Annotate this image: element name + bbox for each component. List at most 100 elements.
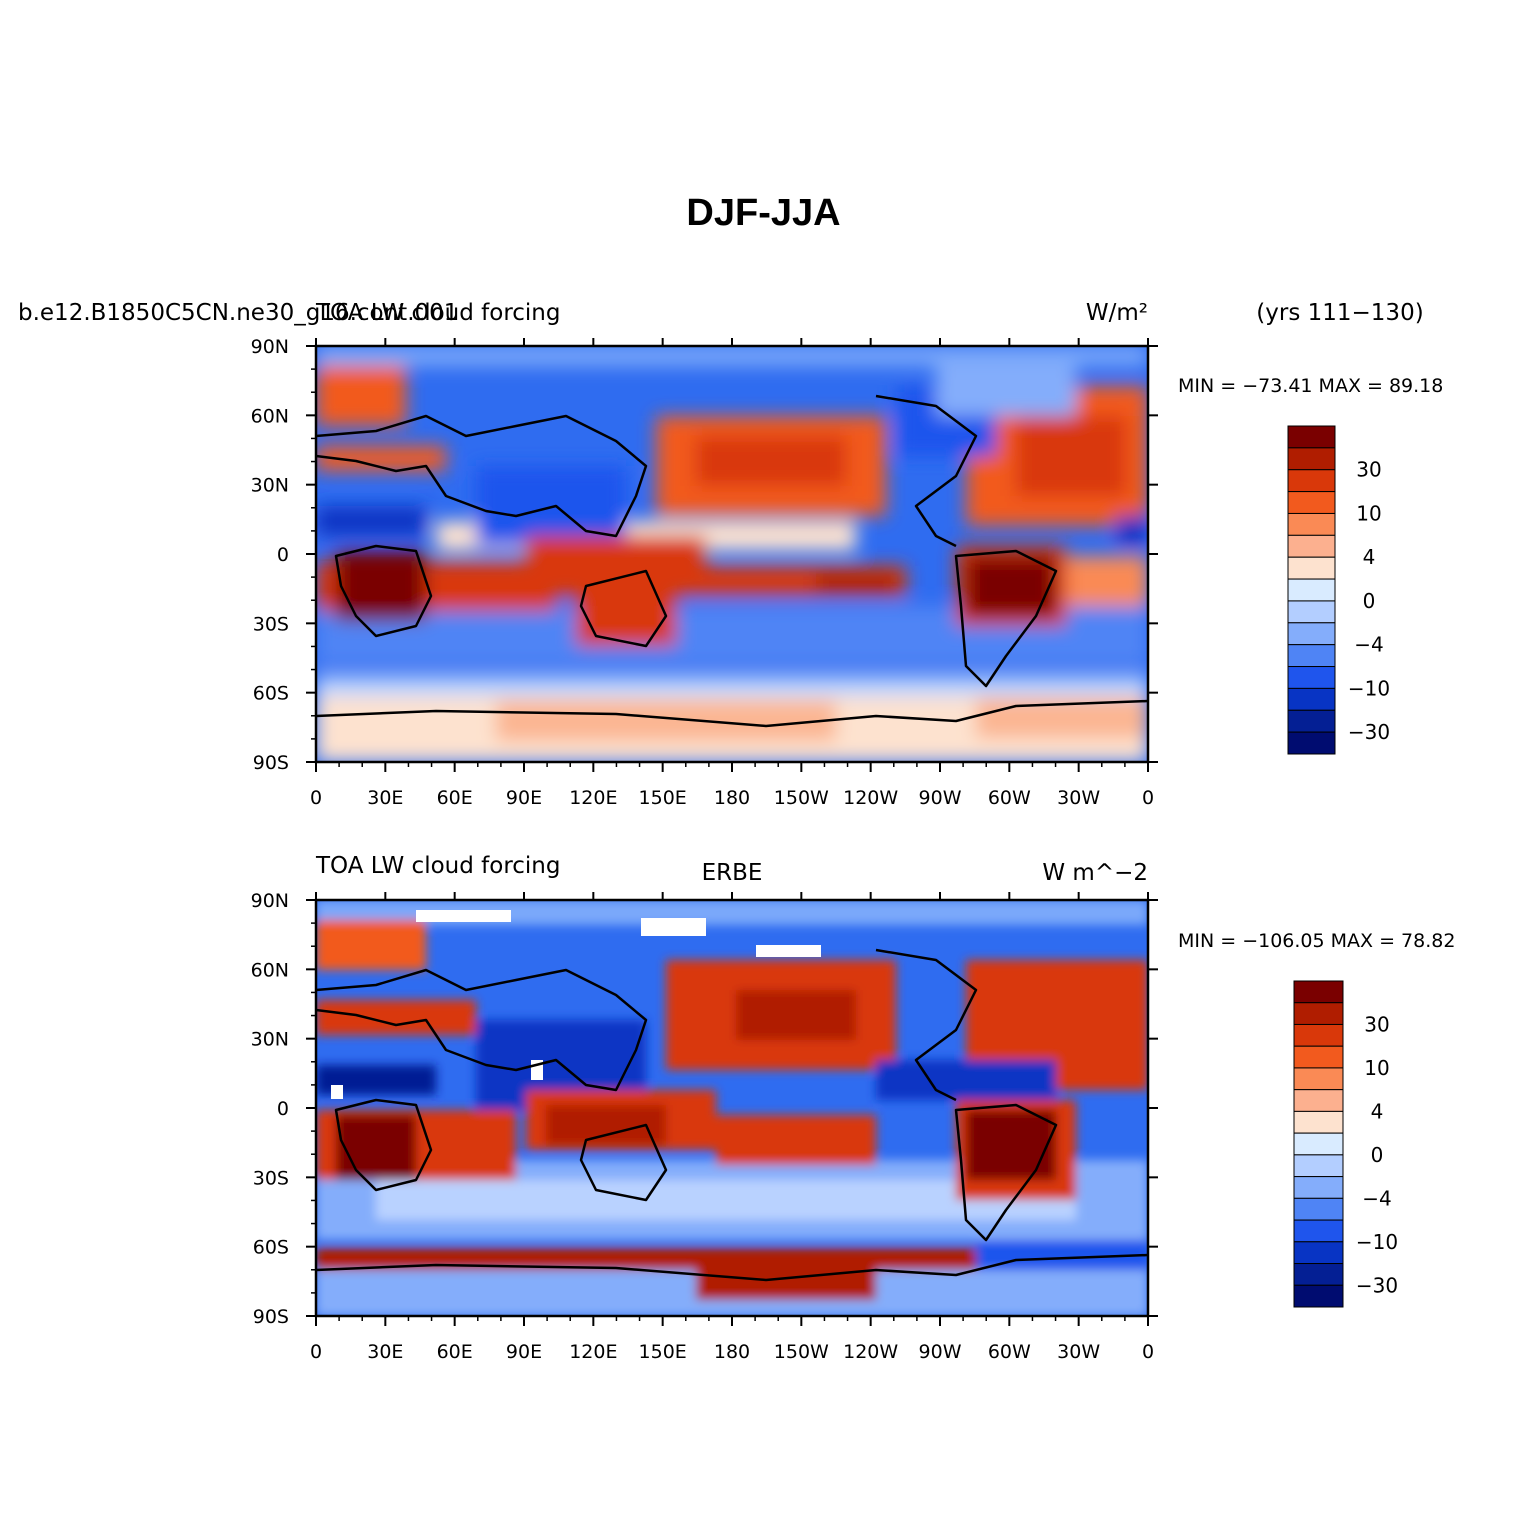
x-tick-label: 30E	[367, 787, 403, 809]
colorbar-swatch	[1287, 491, 1336, 514]
map-model-x-axis: 0 30E 60E 90E 120E 150E 180 150W 120W 90W 60W 30W 0	[310, 338, 1154, 809]
x-tick-label: 120E	[569, 1341, 617, 1363]
y-tick-label: 60S	[253, 1237, 289, 1259]
colorbar-swatch	[1293, 1132, 1344, 1156]
x-tick-label: 120E	[569, 787, 617, 809]
panel-model-years: (yrs 111−130)	[1256, 300, 1423, 326]
panel-obs-minmax: MIN = −106.05 MAX = 78.82	[1178, 930, 1455, 952]
colorbar-label: 4	[1363, 545, 1376, 569]
colorbar-obs: 30 10 4 0 −4 −10 −30	[1293, 980, 1398, 1308]
colorbar-swatch	[1293, 1241, 1344, 1265]
y-tick-label: 90N	[251, 336, 289, 358]
x-tick-label: 90E	[506, 787, 542, 809]
colorbar-swatch	[1287, 534, 1336, 558]
colorbar-label: −10	[1348, 676, 1390, 700]
colorbar-swatch	[1287, 600, 1336, 624]
colorbar-swatch	[1287, 666, 1336, 689]
colorbar-label: −30	[1348, 720, 1390, 744]
colorbar-label: −10	[1356, 1230, 1398, 1254]
colorbar-swatch	[1293, 1089, 1344, 1112]
colorbar-swatch	[1293, 1023, 1344, 1047]
x-tick-label: 180	[714, 787, 750, 809]
colorbar-swatch	[1287, 644, 1336, 668]
x-tick-label: 0	[1142, 787, 1154, 809]
y-tick-label: 90S	[253, 1306, 289, 1328]
x-tick-label: 60E	[437, 787, 473, 809]
colorbar-swatch	[1293, 1045, 1344, 1069]
x-tick-label: 60E	[437, 1341, 473, 1363]
panel-model-minmax: MIN = −73.41 MAX = 89.18	[1178, 375, 1443, 397]
colorbar-swatch	[1287, 447, 1336, 471]
map-obs: 0 30E 60E 90E 120E 150E 180 150W 120W 90W 60W 30W 0 …	[251, 890, 1158, 1363]
x-tick-label: 30E	[367, 1341, 403, 1363]
panel-model: b.e12.B1850C5CN.ne30_g16.cont.001 TOA LW…	[18, 300, 1443, 809]
panel-model-case-label: b.e12.B1850C5CN.ne30_g16.cont.001	[18, 300, 458, 326]
colorbar-label: 10	[1356, 501, 1381, 525]
y-tick-label: 30S	[253, 613, 289, 635]
colorbar-swatch	[1287, 512, 1336, 536]
x-tick-label: 30W	[1057, 1341, 1100, 1363]
colorbar-label: 30	[1364, 1012, 1389, 1036]
colorbar-label: 0	[1371, 1143, 1384, 1167]
colorbar-swatch	[1287, 687, 1336, 711]
map-obs-x-axis: 0 30E 60E 90E 120E 150E 180 150W 120W 90W 60W 30W 0	[310, 892, 1154, 1363]
x-tick-label: 180	[714, 1341, 750, 1363]
colorbar-swatch	[1293, 1067, 1344, 1091]
panel-obs-units: W m^−2	[1042, 860, 1148, 886]
colorbar-model: 30 10 4 0 −4 −10 −30	[1287, 425, 1390, 755]
colorbar-label: −30	[1356, 1273, 1398, 1297]
panel-model-units: W/m²	[1086, 300, 1148, 326]
y-tick-label: 90S	[253, 752, 289, 774]
panel-obs-left-title: TOA LW cloud forcing	[315, 853, 560, 879]
x-tick-label: 150E	[639, 787, 687, 809]
colorbar-swatch	[1287, 578, 1336, 602]
x-tick-label: 90W	[919, 1341, 962, 1363]
colorbar-swatch	[1293, 1219, 1344, 1243]
y-tick-label: 30S	[253, 1167, 289, 1189]
colorbar-swatch	[1293, 1154, 1344, 1178]
colorbar-swatch	[1287, 556, 1336, 580]
x-tick-label: 150W	[774, 1341, 829, 1363]
panel-obs: TOA LW cloud forcing ERBE W m^−2 MIN = −…	[251, 853, 1456, 1363]
colorbar-label: 4	[1371, 1099, 1384, 1123]
x-tick-label: 0	[310, 787, 322, 809]
y-tick-label: 0	[277, 544, 289, 566]
x-tick-label: 60W	[988, 1341, 1031, 1363]
colorbar-swatch	[1287, 425, 1336, 449]
colorbar-swatch	[1293, 1197, 1344, 1221]
y-tick-label: 30N	[251, 1029, 289, 1051]
x-tick-label: 90W	[919, 787, 962, 809]
panel-obs-center-title: ERBE	[702, 860, 763, 886]
map-obs-y-axis: 90N 60N 30N 0 30S 60S 90S	[251, 890, 1158, 1328]
colorbar-label: 10	[1364, 1056, 1389, 1080]
colorbar-swatch	[1287, 731, 1336, 755]
colorbar-swatch	[1287, 469, 1336, 493]
map-model-y-axis: 90N 60N 30N 0 30S 60S 90S	[251, 336, 1158, 774]
colorbar-label: 0	[1363, 589, 1376, 613]
x-tick-label: 120W	[843, 787, 898, 809]
y-tick-label: 0	[277, 1098, 289, 1120]
colorbar-swatch	[1287, 622, 1336, 646]
colorbar-swatch	[1293, 980, 1344, 1004]
x-tick-label: 120W	[843, 1341, 898, 1363]
colorbar-swatch	[1293, 1284, 1344, 1308]
x-tick-label: 150W	[774, 787, 829, 809]
y-tick-label: 60N	[251, 959, 289, 981]
colorbar-swatch	[1293, 1110, 1344, 1134]
x-tick-label: 30W	[1057, 787, 1100, 809]
panel-model-left-title: TOA LW cloud forcing	[315, 300, 560, 326]
colorbar-label: −4	[1362, 1186, 1391, 1210]
x-tick-label: 0	[1142, 1341, 1154, 1363]
map-model: 0 30E 60E 90E 120E 150E 180 150W 120W 90W 60W 30W 0 …	[251, 336, 1158, 809]
y-tick-label: 30N	[251, 475, 289, 497]
y-tick-label: 90N	[251, 890, 289, 912]
figure-title: DJF-JJA	[686, 192, 841, 234]
colorbar-swatch	[1293, 1263, 1344, 1286]
x-tick-label: 150E	[639, 1341, 687, 1363]
x-tick-label: 60W	[988, 787, 1031, 809]
x-tick-label: 0	[310, 1341, 322, 1363]
y-tick-label: 60S	[253, 683, 289, 705]
colorbar-swatch	[1293, 1002, 1344, 1025]
colorbar-label: −4	[1354, 633, 1383, 657]
